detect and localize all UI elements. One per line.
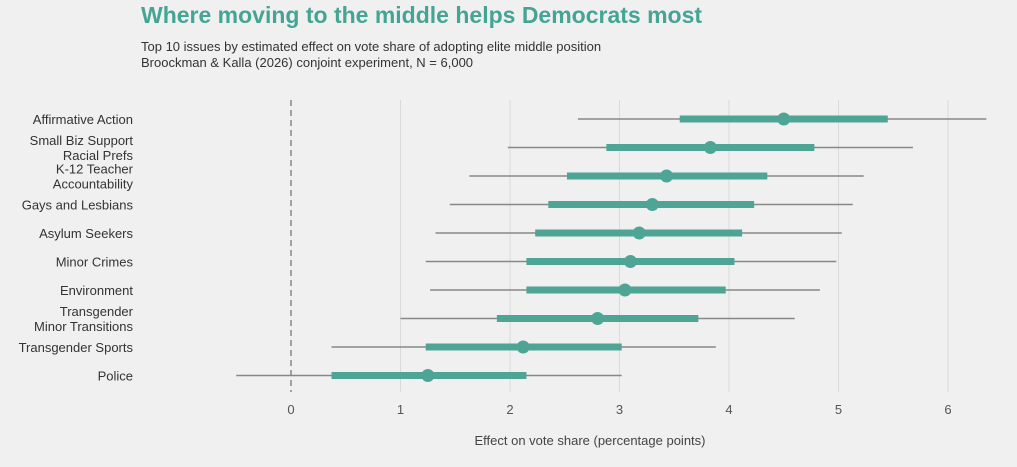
x-tick-label: 3 [616,402,623,417]
category-label: Transgender Sports [19,340,134,355]
category-labels: Affirmative Action Small Biz Support Racia… [19,112,134,384]
x-tick-label: 0 [287,402,294,417]
category-label: Small Biz Support Racial Prefs [30,133,134,163]
x-tick-label: 1 [397,402,404,417]
interval-marks [236,112,987,382]
category-label: Environment [60,283,133,298]
point-estimate [421,369,435,382]
chart-subtitle: Top 10 issues by estimated effect on vot… [141,39,601,71]
x-axis-label: Effect on vote share (percentage points) [474,433,705,448]
point-estimate [618,283,632,297]
x-tick-label: 5 [835,402,842,417]
subtitle-line: Top 10 issues by estimated effect on vot… [141,39,602,54]
point-estimate [777,112,791,126]
category-label: Gays and Lesbians [22,198,134,213]
category-label: Affirmative Action [33,112,133,127]
x-axis-ticks: 0 1 2 3 4 5 6 [287,402,951,417]
point-estimate [591,312,605,325]
source-line: Broockman & Kalla (2026) conjoint experi… [141,55,474,70]
point-estimate [660,169,674,183]
category-label: Transgender Minor Transitions [34,304,134,334]
category-label: Asylum Seekers [39,226,133,241]
point-estimate [703,141,717,154]
category-label: Minor Crimes [56,255,134,270]
point-estimate [632,226,646,240]
chart-title: Where moving to the middle helps Democra… [141,2,703,28]
x-tick-label: 4 [725,402,732,417]
point-estimate [645,198,659,211]
point-estimate [623,255,637,268]
x-tick-label: 2 [506,402,513,417]
category-label: K-12 Teacher Accountability [53,162,134,192]
category-label: Police [98,369,133,384]
x-tick-label: 6 [944,402,951,417]
point-estimate [516,340,530,354]
